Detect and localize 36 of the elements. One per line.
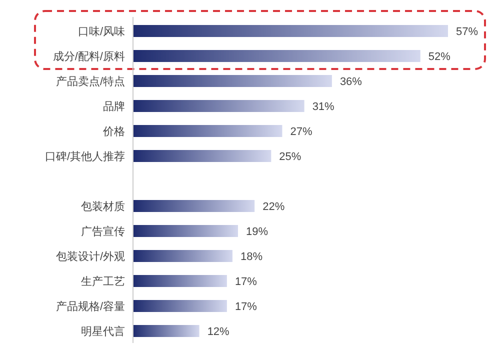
- bar: [133, 225, 238, 237]
- y-tick-label: 包装设计/外观: [56, 250, 125, 263]
- y-tick-label: 口碑/其他人推荐: [44, 150, 125, 163]
- bar: [133, 150, 272, 162]
- data-label: 17%: [234, 276, 258, 288]
- data-label: 52%: [428, 51, 451, 63]
- bar: [133, 100, 304, 112]
- y-tick-label: 产品规格/容量: [56, 300, 125, 313]
- bar: [133, 275, 227, 287]
- data-label: 57%: [456, 26, 478, 38]
- bar: [133, 200, 255, 212]
- data-label: 12%: [207, 326, 230, 338]
- y-tick-label: 品牌: [103, 101, 125, 113]
- y-tick-label: 广告宣传: [81, 225, 125, 238]
- y-tick-label: 成分/配料/原料: [52, 50, 125, 63]
- y-tick-label: 生产工艺: [81, 275, 125, 288]
- bar: [133, 325, 200, 337]
- data-label: 27%: [290, 126, 312, 138]
- bar: [133, 125, 282, 137]
- data-label: 36%: [340, 76, 362, 88]
- bar: [133, 250, 232, 262]
- data-label: 22%: [262, 201, 285, 213]
- y-tick-label: 包装材质: [81, 200, 125, 213]
- bar: [133, 300, 227, 312]
- data-label: 25%: [279, 151, 302, 163]
- data-label: 17%: [234, 301, 258, 313]
- y-tick-label: 价格: [102, 126, 125, 138]
- data-label: 31%: [312, 101, 335, 113]
- y-tick-label: 产品卖点/特点: [56, 75, 125, 88]
- bar: [133, 75, 332, 87]
- data-label: 18%: [240, 251, 263, 263]
- data-label: 19%: [246, 226, 268, 238]
- bar: [133, 25, 448, 37]
- bar: [133, 50, 420, 62]
- y-tick-label: 明星代言: [81, 325, 125, 338]
- y-tick-label: 口味/风味: [78, 25, 125, 38]
